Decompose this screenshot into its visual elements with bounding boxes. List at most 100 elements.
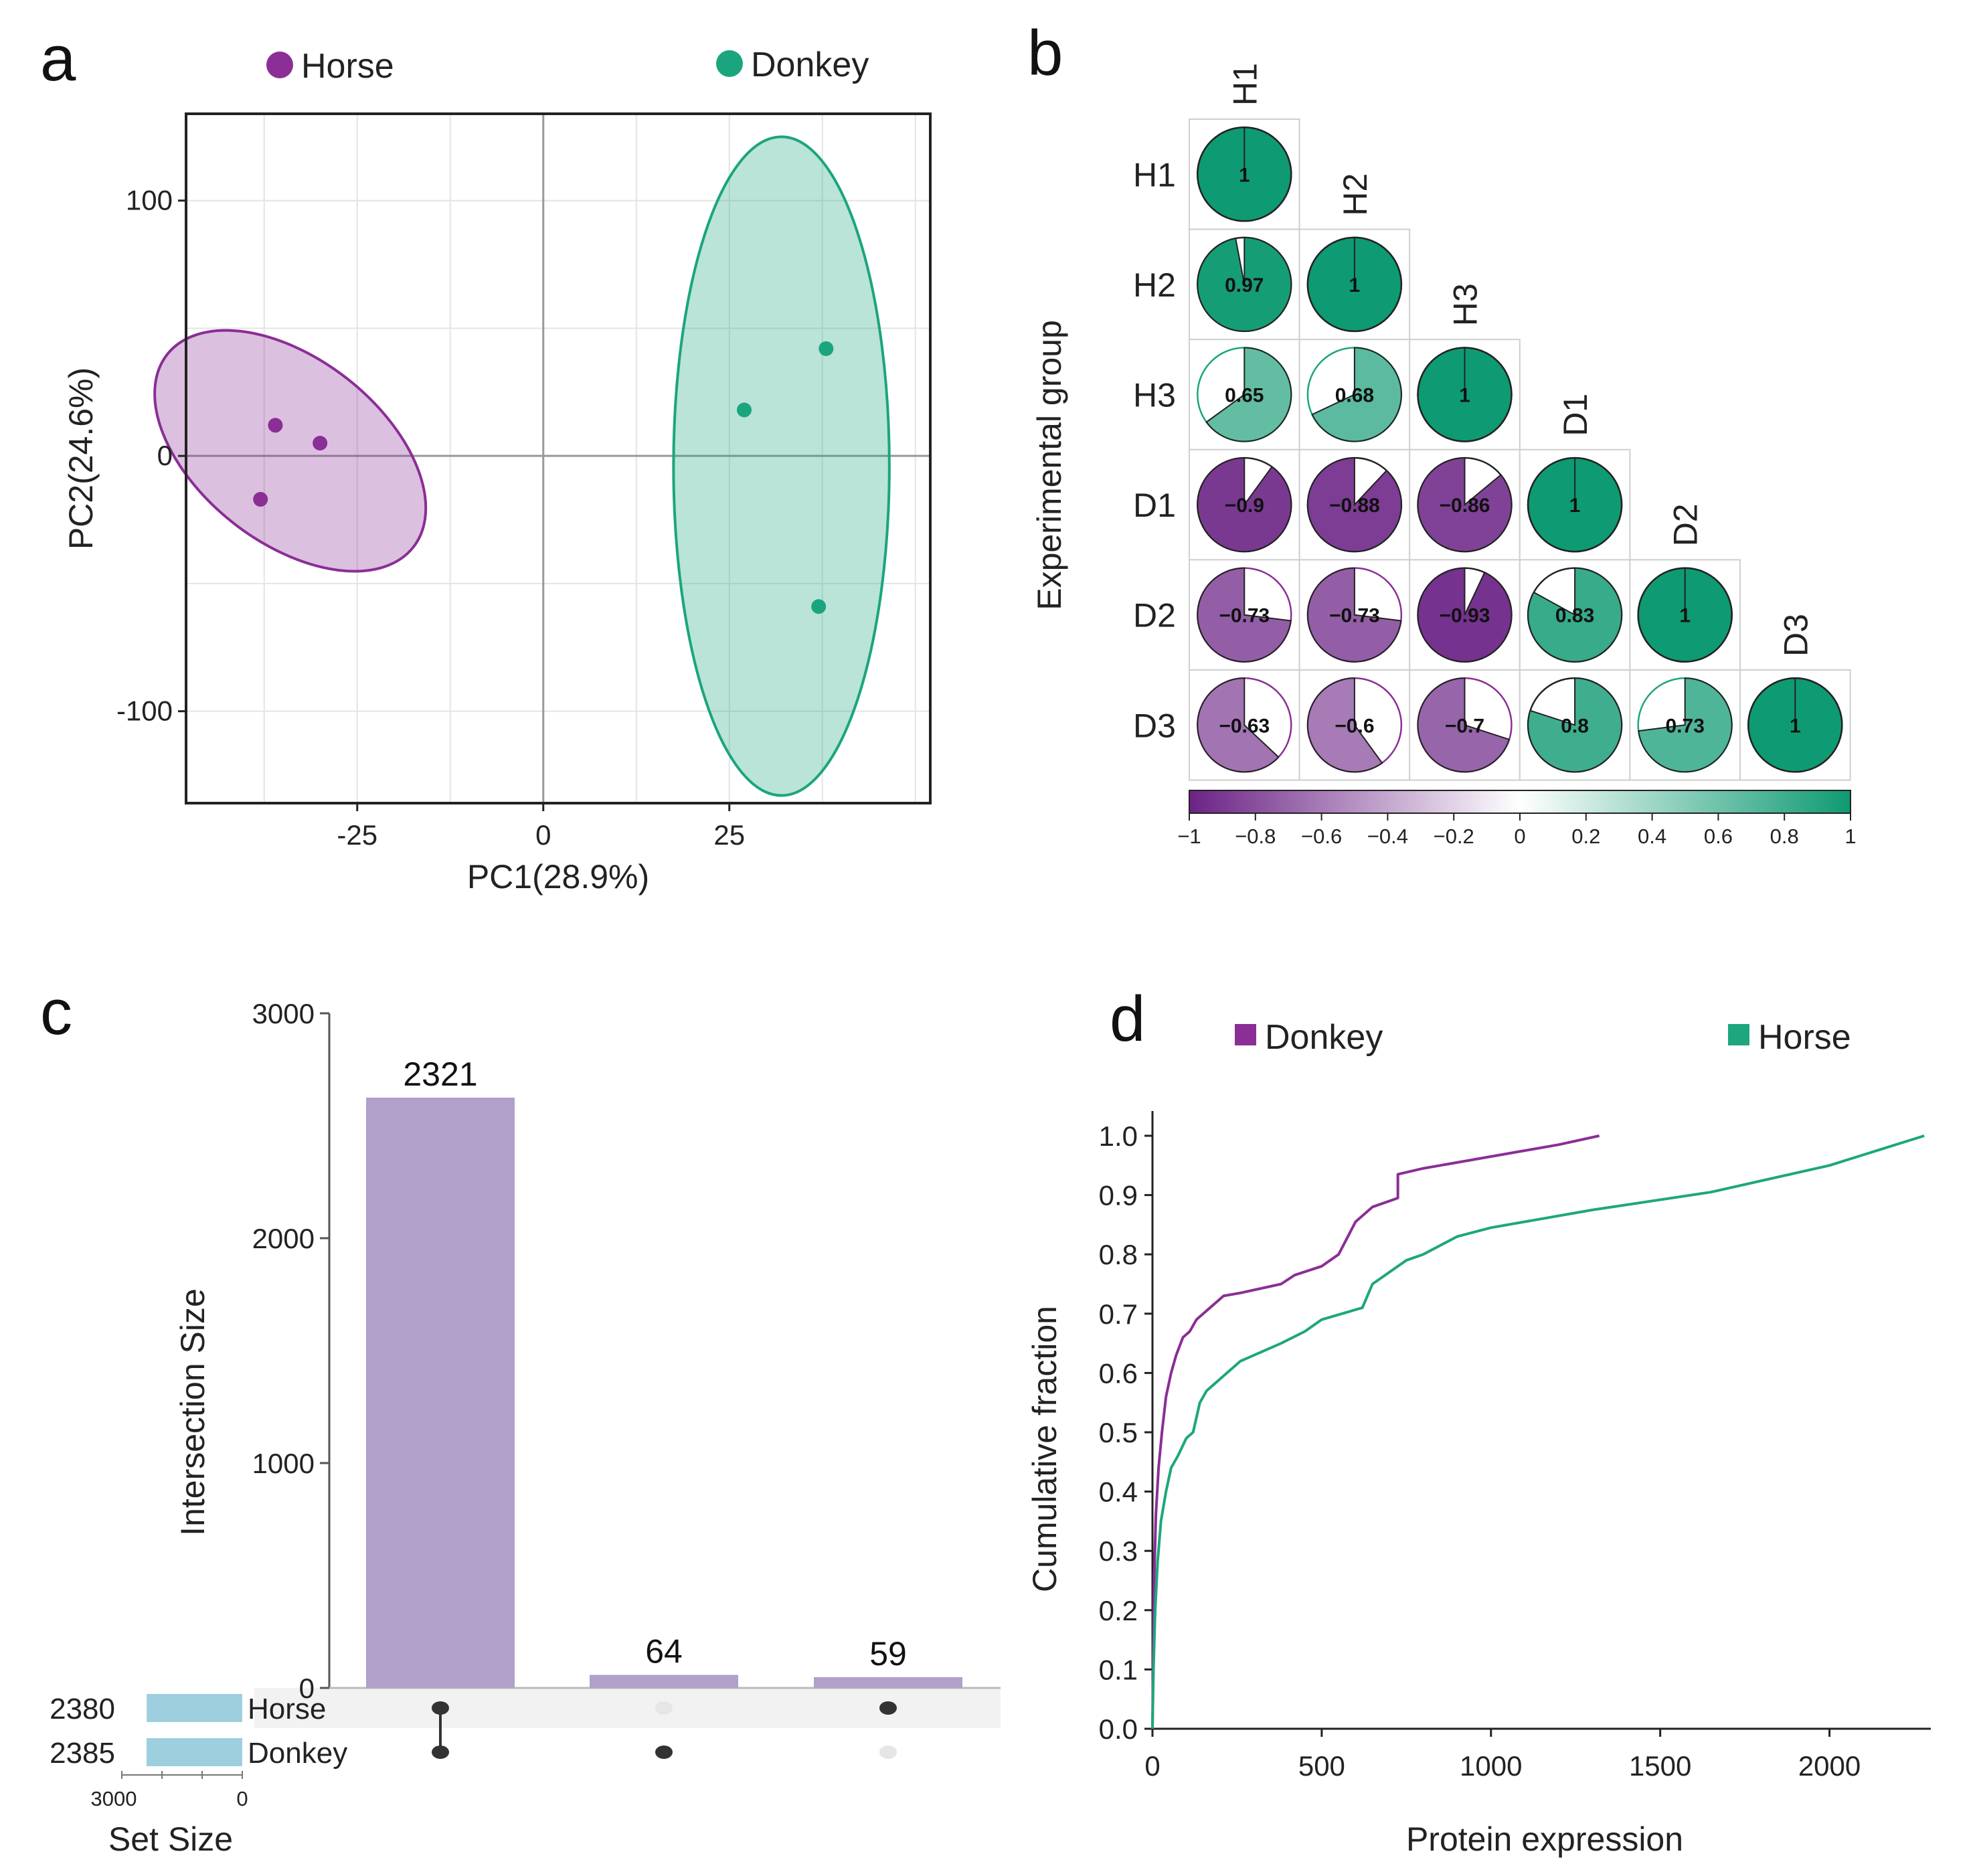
cum-xtick-label: 0 (1144, 1750, 1160, 1782)
corr-pie-wedge (1311, 347, 1402, 442)
cum-xtick-label: 2000 (1798, 1750, 1861, 1782)
pca-xtick-label: 0 (535, 819, 551, 851)
cum-ytick-label: 0.9 (1099, 1180, 1138, 1211)
corr-row-label: H2 (1133, 266, 1176, 304)
legend-horse-d-label: Horse (1758, 1018, 1851, 1057)
corr-col-label: H2 (1337, 173, 1374, 216)
cum-xtick-label: 1000 (1460, 1750, 1522, 1782)
legend-donkey-label: Donkey (751, 46, 869, 84)
pca-ytick-label: 100 (126, 185, 173, 216)
set-size-value: 2380 (50, 1693, 115, 1725)
corr-pie-wedge (1527, 567, 1623, 663)
upset-ylabel: Intersection Size (174, 1288, 211, 1536)
set-size-value: 2385 (50, 1737, 115, 1770)
corr-pie-wedge (1306, 677, 1383, 773)
set-size-bar (147, 1694, 242, 1722)
set-size-bar (146, 1738, 242, 1766)
corr-value: 0.73 (1666, 715, 1705, 737)
legend-horse-swatch (1728, 1024, 1749, 1045)
matrix-dot-empty (879, 1745, 897, 1759)
cum-ytick-label: 0.3 (1099, 1535, 1138, 1567)
upset-bar-label: 64 (645, 1633, 683, 1671)
corr-value: 0.83 (1555, 605, 1594, 627)
corr-value: 0.8 (1561, 715, 1589, 737)
panel-b-label: b (1027, 17, 1063, 89)
corr-value: 1 (1349, 274, 1361, 296)
cum-ylabel: Cumulative fraction (1026, 1306, 1063, 1592)
cum-ytick-label: 0.1 (1099, 1654, 1138, 1685)
corr-value: 1 (1790, 715, 1801, 737)
pca-xtick-label: -25 (337, 819, 377, 851)
cum-xlabel: Protein expression (1406, 1820, 1683, 1858)
corr-row-label: H3 (1133, 377, 1176, 414)
set-name: Donkey (248, 1737, 347, 1770)
set-size-title: Set Size (108, 1820, 233, 1858)
legend-donkey-swatch (1235, 1024, 1256, 1045)
colorbar-tick-label: 0.8 (1770, 825, 1799, 848)
colorbar-tick-label: −0.6 (1301, 825, 1342, 848)
upset-bar (814, 1677, 962, 1688)
cum-ytick-label: 0.6 (1099, 1357, 1138, 1389)
cum-ytick-label: 0.0 (1099, 1713, 1138, 1745)
cum-xtick-label: 500 (1298, 1750, 1345, 1782)
pca-ellipse-donkey (672, 135, 891, 797)
pca-point-horse (268, 418, 283, 433)
set-name: Horse (248, 1693, 326, 1725)
corr-pie-wedge (1197, 457, 1292, 553)
pca-ytick-label: 0 (157, 440, 173, 471)
matrix-dot-filled (879, 1701, 897, 1715)
corr-pie-wedge (1417, 457, 1513, 553)
corr-row-label: H1 (1133, 156, 1176, 193)
set-size-tick-label: 0 (236, 1787, 248, 1810)
upset-bars: 2321 64 59 (366, 1055, 962, 1688)
upset-ytick-label: 2000 (252, 1223, 315, 1254)
cum-ytick-label: 0.2 (1099, 1595, 1138, 1626)
cum-ytick-label: 0.8 (1099, 1239, 1138, 1270)
panel-a-label: a (40, 23, 76, 94)
corr-value: −0.73 (1219, 605, 1270, 627)
corr-pie-wedge (1306, 457, 1402, 553)
pca-points (253, 341, 834, 614)
pca-point-horse (313, 436, 328, 451)
corr-value: −0.63 (1219, 715, 1270, 737)
upset-bar-label: 2321 (403, 1055, 477, 1093)
colorbar-tick-label: 1 (1844, 825, 1856, 848)
cum-axes: 0 500 1000 1500 2000 0.0 0.1 0.2 0.3 0.4 0.5 0.6 0.7… (1099, 1111, 1931, 1782)
corr-row-label: D3 (1133, 707, 1176, 744)
cum-ytick-label: 0.5 (1099, 1417, 1138, 1448)
matrix-dot-filled (655, 1745, 673, 1759)
pca-xlabel: PC1(28.9%) (467, 858, 649, 896)
corr-pie-wedge (1205, 347, 1292, 442)
corr-pie-wedge (1306, 567, 1402, 663)
corr-pie-wedge (1417, 567, 1513, 663)
corr-pie-wedge (1197, 236, 1292, 332)
corr-col-label: H1 (1226, 63, 1264, 106)
set-size-tick-label: 3000 (91, 1787, 137, 1810)
colorbar-tick-label: 0.6 (1704, 825, 1733, 848)
corr-pie-wedge (1527, 677, 1623, 773)
upset-bar-label: 59 (869, 1635, 907, 1673)
upset-matrix (432, 1701, 897, 1759)
legend-donkey-d-label: Donkey (1265, 1018, 1383, 1057)
cum-lines (1151, 1134, 1925, 1729)
panel-c-label: c (40, 976, 72, 1048)
corr-value: 1 (1239, 164, 1250, 186)
pca-ellipse-horse (153, 329, 428, 573)
corr-pie-wedge (1417, 677, 1511, 773)
corr-labels: H1 H1 H2 H2 H3 H3 D1 D1 D2 D2 D3 D3 (1133, 63, 1814, 744)
pca-ticks: -25 0 25 100 0 -100 (116, 185, 745, 851)
corr-col-label: D1 (1557, 394, 1594, 436)
panel-c-upset: c Intersection Size 0 1000 2000 3000 2321 64… (40, 976, 1001, 1858)
pca-ytick-label: -100 (116, 695, 173, 727)
corr-cells: 1 0.97 1 0.65 0.68 1 −0.9 −0.88 −0.86 1 −0.73 −0.73… (1189, 118, 1851, 781)
legend-horse-marker (266, 52, 293, 78)
corr-value: −0.86 (1440, 495, 1490, 517)
corr-value: −0.9 (1225, 495, 1264, 517)
upset-ytick-label: 1000 (252, 1448, 315, 1479)
pca-point-donkey (737, 402, 752, 418)
colorbar-ticks: −1 −0.8 −0.6 −0.4 −0.2 0 0.2 0.4 0.6 0.8 1 (1177, 813, 1857, 848)
matrix-dot-empty (655, 1701, 673, 1715)
matrix-row-horse-bg (254, 1688, 1001, 1728)
legend-horse-label: Horse (301, 47, 394, 86)
